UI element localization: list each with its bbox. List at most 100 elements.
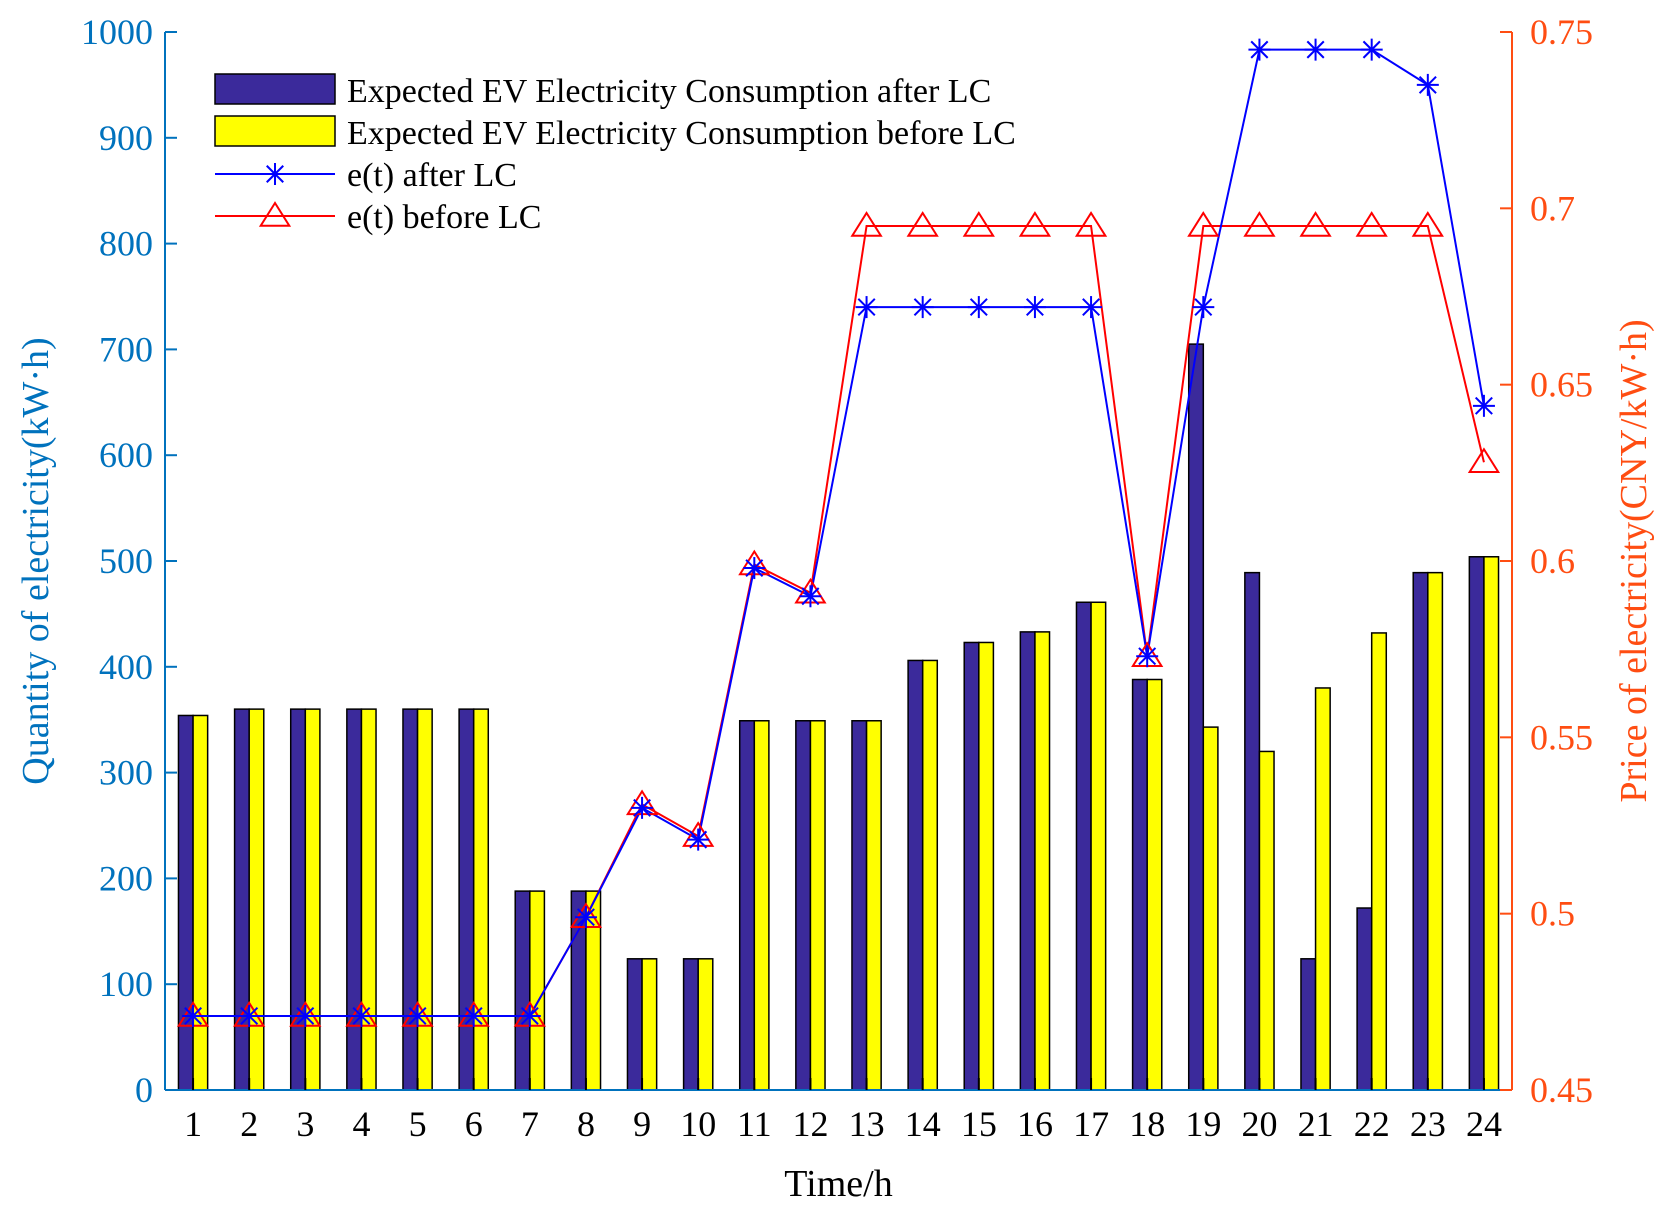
bar-before-6 — [472, 708, 490, 1091]
x-tick-label: 16 — [1017, 1104, 1053, 1144]
bar-before-19 — [1202, 726, 1219, 1091]
left-tick-label: 800 — [99, 224, 153, 264]
bar-before-4 — [360, 708, 377, 1091]
right-tick-label: 0.75 — [1530, 12, 1593, 52]
marker-before-14 — [906, 211, 939, 237]
lines-layer — [176, 38, 1501, 1027]
left-tick-label: 1000 — [81, 12, 153, 52]
bar-after-19 — [1187, 343, 1205, 1091]
marker-after-18 — [1136, 645, 1159, 668]
x-tick-label: 15 — [961, 1104, 997, 1144]
left-tick-label: 300 — [99, 753, 153, 793]
bar-before-1 — [192, 714, 209, 1091]
marker-after-20 — [1248, 38, 1271, 61]
bar-after-16 — [1019, 631, 1036, 1091]
left-tick-label: 500 — [99, 541, 153, 581]
x-tick-label: 22 — [1354, 1104, 1390, 1144]
bar-after-10 — [682, 958, 699, 1091]
left-tick-label: 400 — [99, 647, 153, 687]
bar-after-17 — [1075, 601, 1092, 1091]
left-tick-label: 600 — [99, 435, 153, 475]
bar-after-15 — [963, 641, 980, 1091]
marker-after-17 — [1080, 296, 1103, 319]
left-axis-title: Quantity of electricity(kW·h) — [15, 337, 57, 784]
marker-after-5 — [406, 1004, 429, 1027]
bar-before-11 — [753, 720, 770, 1091]
bar-after-22 — [1356, 907, 1373, 1091]
legend-label: Expected EV Electricity Consumption afte… — [347, 73, 991, 110]
x-tick-label: 8 — [577, 1104, 595, 1144]
marker-before-20 — [1243, 211, 1276, 237]
bar-after-11 — [738, 720, 756, 1091]
marker-after-3 — [294, 1004, 317, 1027]
left-tick-label: 200 — [99, 858, 153, 898]
x-tick-label: 9 — [633, 1104, 651, 1144]
bar-after-14 — [907, 659, 924, 1091]
marker-after-16 — [1023, 296, 1046, 319]
marker-after-11 — [743, 557, 766, 580]
bar-after-4 — [346, 708, 363, 1091]
legend-label: e(t) after LC — [347, 157, 517, 194]
bar-after-6 — [458, 708, 475, 1091]
right-tick-label: 0.7 — [1530, 188, 1575, 228]
marker-after-24 — [1472, 394, 1495, 417]
bar-after-9 — [626, 958, 643, 1091]
marker-after-12 — [799, 585, 822, 608]
marker-after-19 — [1192, 296, 1215, 319]
x-tick-label: 12 — [792, 1104, 828, 1144]
bar-before-18 — [1146, 678, 1163, 1091]
ticks-layer: 0 100 200 300 400 500 600 700 800 900 1000 0.45 0.5 0… — [81, 12, 1593, 1144]
bar-after-20 — [1244, 571, 1261, 1091]
bar-after-7 — [514, 890, 531, 1091]
x-tick-label: 5 — [409, 1104, 427, 1144]
bar-before-7 — [529, 890, 546, 1091]
bar-before-13 — [865, 720, 882, 1091]
line-et-after — [193, 48, 1485, 1017]
legend-label: Expected EV Electricity Consumption befo… — [347, 115, 1016, 152]
left-tick-label: 700 — [99, 329, 153, 369]
bar-after-24 — [1468, 556, 1485, 1091]
x-tick-label: 21 — [1298, 1104, 1334, 1144]
x-tick-label: 24 — [1466, 1104, 1502, 1144]
legend: Expected EV Electricity Consumption afte… — [214, 73, 1016, 236]
legend-marker — [258, 201, 292, 227]
x-tick-label: 13 — [849, 1104, 885, 1144]
x-tick-label: 23 — [1410, 1104, 1446, 1144]
x-tick-label: 4 — [352, 1104, 370, 1144]
bar-after-2 — [233, 708, 250, 1091]
line-et-before — [193, 224, 1485, 1017]
marker-after-2 — [238, 1004, 261, 1027]
bar-before-22 — [1370, 632, 1388, 1091]
x-tick-label: 19 — [1185, 1104, 1221, 1144]
x-tick-label: 2 — [240, 1104, 258, 1144]
bar-after-18 — [1131, 678, 1148, 1091]
bar-before-16 — [1034, 631, 1051, 1091]
marker-before-15 — [962, 211, 995, 237]
legend-swatch-bar — [214, 73, 336, 105]
right-tick-label: 0.6 — [1530, 541, 1575, 581]
right-axis-title: Price of electricity(CNY/kW·h) — [1613, 319, 1655, 802]
bar-before-21 — [1314, 687, 1331, 1091]
x-tick-label: 10 — [680, 1104, 716, 1144]
bar-after-3 — [289, 708, 307, 1091]
bar-after-1 — [177, 714, 194, 1091]
left-tick-label: 100 — [99, 964, 153, 1004]
bar-before-15 — [978, 641, 995, 1091]
marker-before-16 — [1018, 211, 1052, 237]
x-tick-label: 11 — [737, 1104, 772, 1144]
marker-before-21 — [1299, 211, 1332, 237]
marker-after-21 — [1304, 38, 1327, 61]
bar-after-5 — [402, 708, 419, 1091]
marker-after-13 — [855, 296, 878, 319]
x-tick-label: 18 — [1129, 1104, 1165, 1144]
bar-after-12 — [795, 720, 812, 1091]
bar-before-12 — [809, 720, 826, 1091]
marker-after-9 — [631, 796, 654, 819]
right-tick-label: 0.65 — [1530, 365, 1593, 405]
marker-after-8 — [574, 906, 597, 929]
x-tick-label: 6 — [465, 1104, 483, 1144]
marker-after-23 — [1416, 73, 1439, 96]
right-tick-label: 0.55 — [1530, 717, 1593, 757]
marker-after-14 — [911, 296, 934, 319]
